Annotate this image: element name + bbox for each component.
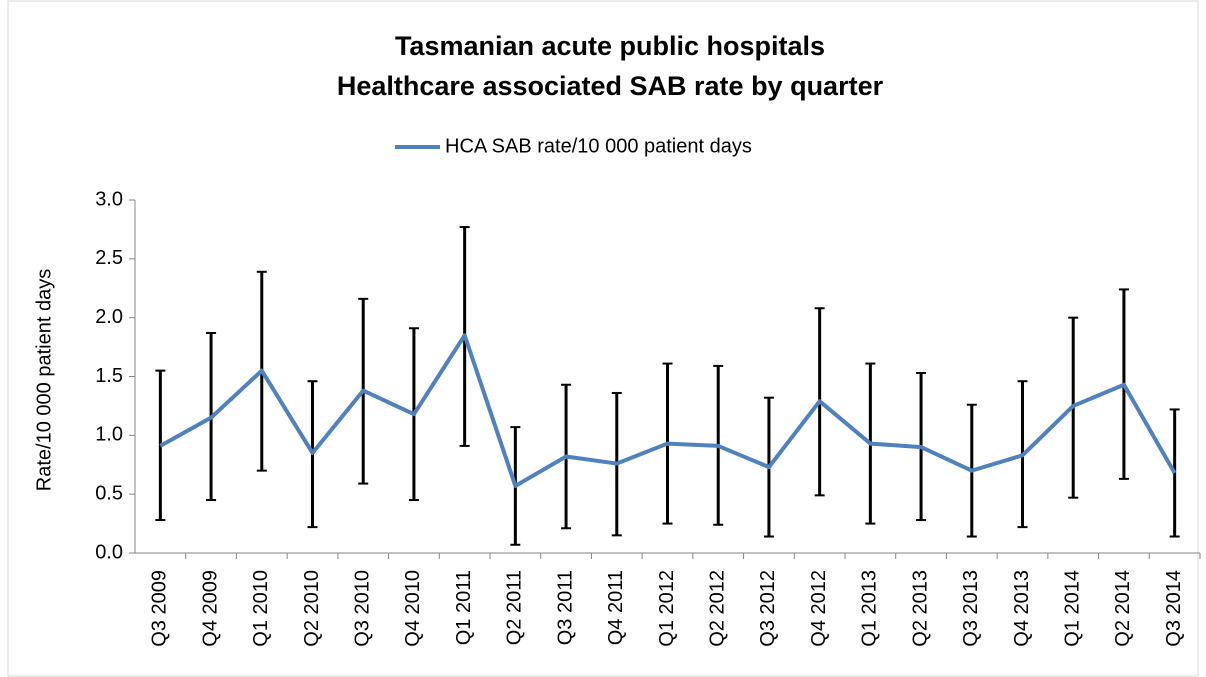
x-tick-label: Q4 2009 xyxy=(199,570,221,647)
x-tick-label: Q3 2014 xyxy=(1163,570,1185,647)
x-tick-label: Q4 2013 xyxy=(1011,570,1033,647)
x-tick-label: Q3 2009 xyxy=(149,570,171,647)
line-series xyxy=(159,333,1177,488)
y-axis-label: Rate/10 000 patient days xyxy=(33,269,55,491)
x-tick-label: Q1 2014 xyxy=(1061,570,1083,647)
chart-title: Tasmanian acute public hospitals xyxy=(395,31,825,61)
x-tick-label: Q4 2012 xyxy=(808,570,830,647)
x-tick-label: Q1 2013 xyxy=(859,570,881,647)
x-tick-label: Q4 2011 xyxy=(605,570,627,645)
legend-label: HCA SAB rate/10 000 patient days xyxy=(445,135,752,157)
y-tick-label: 2.5 xyxy=(95,247,123,269)
x-tick-label: Q2 2013 xyxy=(909,570,931,647)
y-tick-label: 0.0 xyxy=(95,541,123,563)
y-tick-label: 2.0 xyxy=(95,306,123,328)
x-tick-label: Q3 2010 xyxy=(351,570,373,647)
chart-title: Healthcare associated SAB rate by quarte… xyxy=(337,71,884,101)
x-tick-label: Q1 2011 xyxy=(453,570,475,645)
x-tick-label: Q3 2013 xyxy=(960,570,982,647)
x-tick-label: Q4 2010 xyxy=(402,570,424,647)
y-tick-label: 1.0 xyxy=(95,424,123,446)
x-tick-label: Q2 2011 xyxy=(504,570,526,645)
y-tick-label: 1.5 xyxy=(95,365,123,387)
y-tick-label: 0.5 xyxy=(95,482,123,504)
x-tick-label: Q3 2012 xyxy=(757,570,779,647)
chart-border xyxy=(7,0,1199,677)
x-tick-label: Q1 2010 xyxy=(250,570,272,647)
x-tick-label: Q2 2012 xyxy=(706,570,728,647)
x-tick-label: Q2 2014 xyxy=(1112,570,1134,647)
x-tick-label: Q1 2012 xyxy=(656,570,678,647)
x-tick-label: Q2 2010 xyxy=(301,570,323,647)
x-tick-label: Q3 2011 xyxy=(554,570,576,645)
y-tick-label: 3.0 xyxy=(95,188,123,210)
